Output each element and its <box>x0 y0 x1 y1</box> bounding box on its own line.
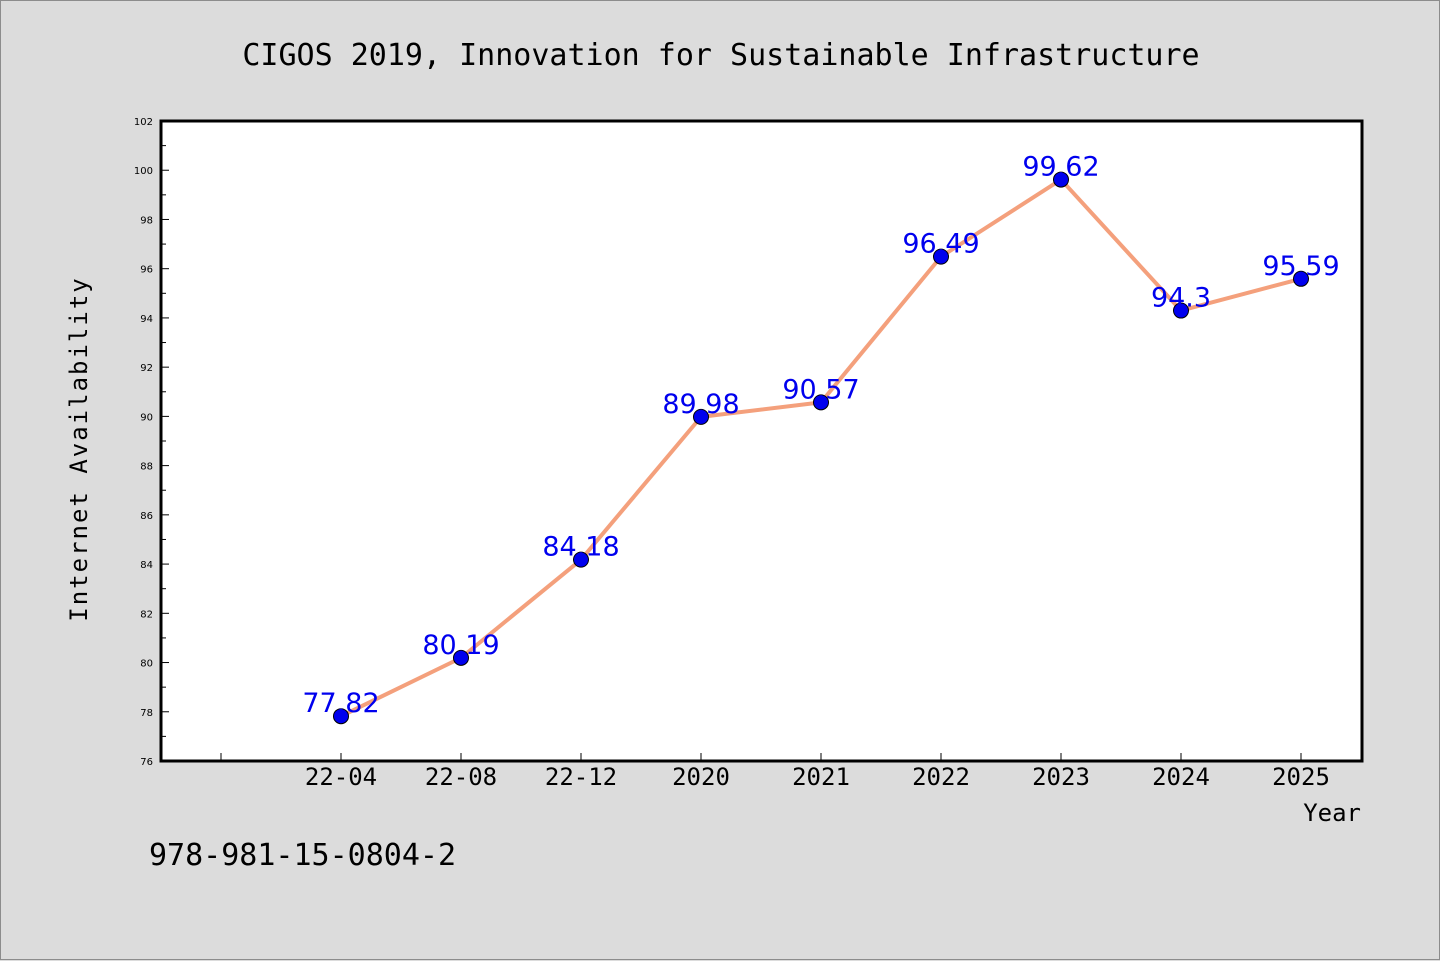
data-point <box>813 394 829 411</box>
y-tick-label: 94 <box>140 314 153 325</box>
data-label: 80.19 <box>422 630 499 661</box>
y-tick-label: 98 <box>140 215 153 226</box>
data-point <box>1053 171 1069 188</box>
x-tick-label: 2022 <box>912 763 970 791</box>
y-tick-label: 80 <box>140 659 153 670</box>
x-tick-label: 2021 <box>792 763 850 791</box>
y-tick-label: 88 <box>140 462 153 473</box>
data-label: 99.62 <box>1022 152 1099 183</box>
data-point <box>1173 302 1189 319</box>
x-tick-label: 2024 <box>1152 763 1210 791</box>
data-point <box>1293 270 1309 287</box>
plot-frame <box>159 119 1364 763</box>
x-tick-label: 2025 <box>1272 763 1330 791</box>
plot-area <box>161 121 1362 761</box>
y-tick-label: 92 <box>140 363 153 374</box>
data-label: 90.57 <box>782 374 859 405</box>
y-tick-label: 102 <box>134 117 153 128</box>
y-axis-ticks: 76 78 80 82 84 86 88 90 92 94 96 98 100 102 <box>134 117 169 768</box>
y-tick-label: 90 <box>140 412 153 423</box>
data-point <box>333 708 349 725</box>
x-tick-label: 22-12 <box>545 763 617 791</box>
x-axis-ticks: 22-04 22-08 22-12 2020 2021 2022 2023 2024 2025 <box>220 753 1330 791</box>
x-tick-label: 2020 <box>672 763 730 791</box>
data-point <box>933 248 949 265</box>
data-point <box>693 408 709 425</box>
x-tick-label: 22-08 <box>425 763 497 791</box>
y-tick-label: 96 <box>140 265 153 276</box>
x-tick-label: 22-04 <box>305 763 377 791</box>
data-label: 96.49 <box>902 229 979 260</box>
data-label: 89.98 <box>662 389 739 420</box>
data-point <box>453 649 469 666</box>
data-label: 95.59 <box>1262 251 1339 282</box>
y-tick-label: 100 <box>134 166 153 177</box>
x-tick-label: 2023 <box>1032 763 1090 791</box>
data-label: 94.3 <box>1151 283 1211 314</box>
y-tick-label: 78 <box>140 708 153 719</box>
y-tick-label: 86 <box>140 511 153 522</box>
isbn-text: 978-981-15-0804-2 <box>149 838 456 873</box>
data-label: 84.18 <box>542 532 619 563</box>
data-label: 77.82 <box>302 688 379 719</box>
chart-title: CIGOS 2019, Innovation for Sustainable I… <box>242 38 1199 73</box>
y-tick-label: 82 <box>140 609 153 620</box>
data-point <box>573 551 589 568</box>
y-tick-label: 84 <box>140 560 153 571</box>
y-tick-label: 76 <box>140 757 153 768</box>
y-axis-label: Internet Availability <box>65 276 93 621</box>
series-layer: 77.82 80.19 84.18 89.98 90.57 96.49 99.62 94.3 9… <box>302 152 1340 725</box>
x-axis-label: Year <box>1303 799 1361 827</box>
